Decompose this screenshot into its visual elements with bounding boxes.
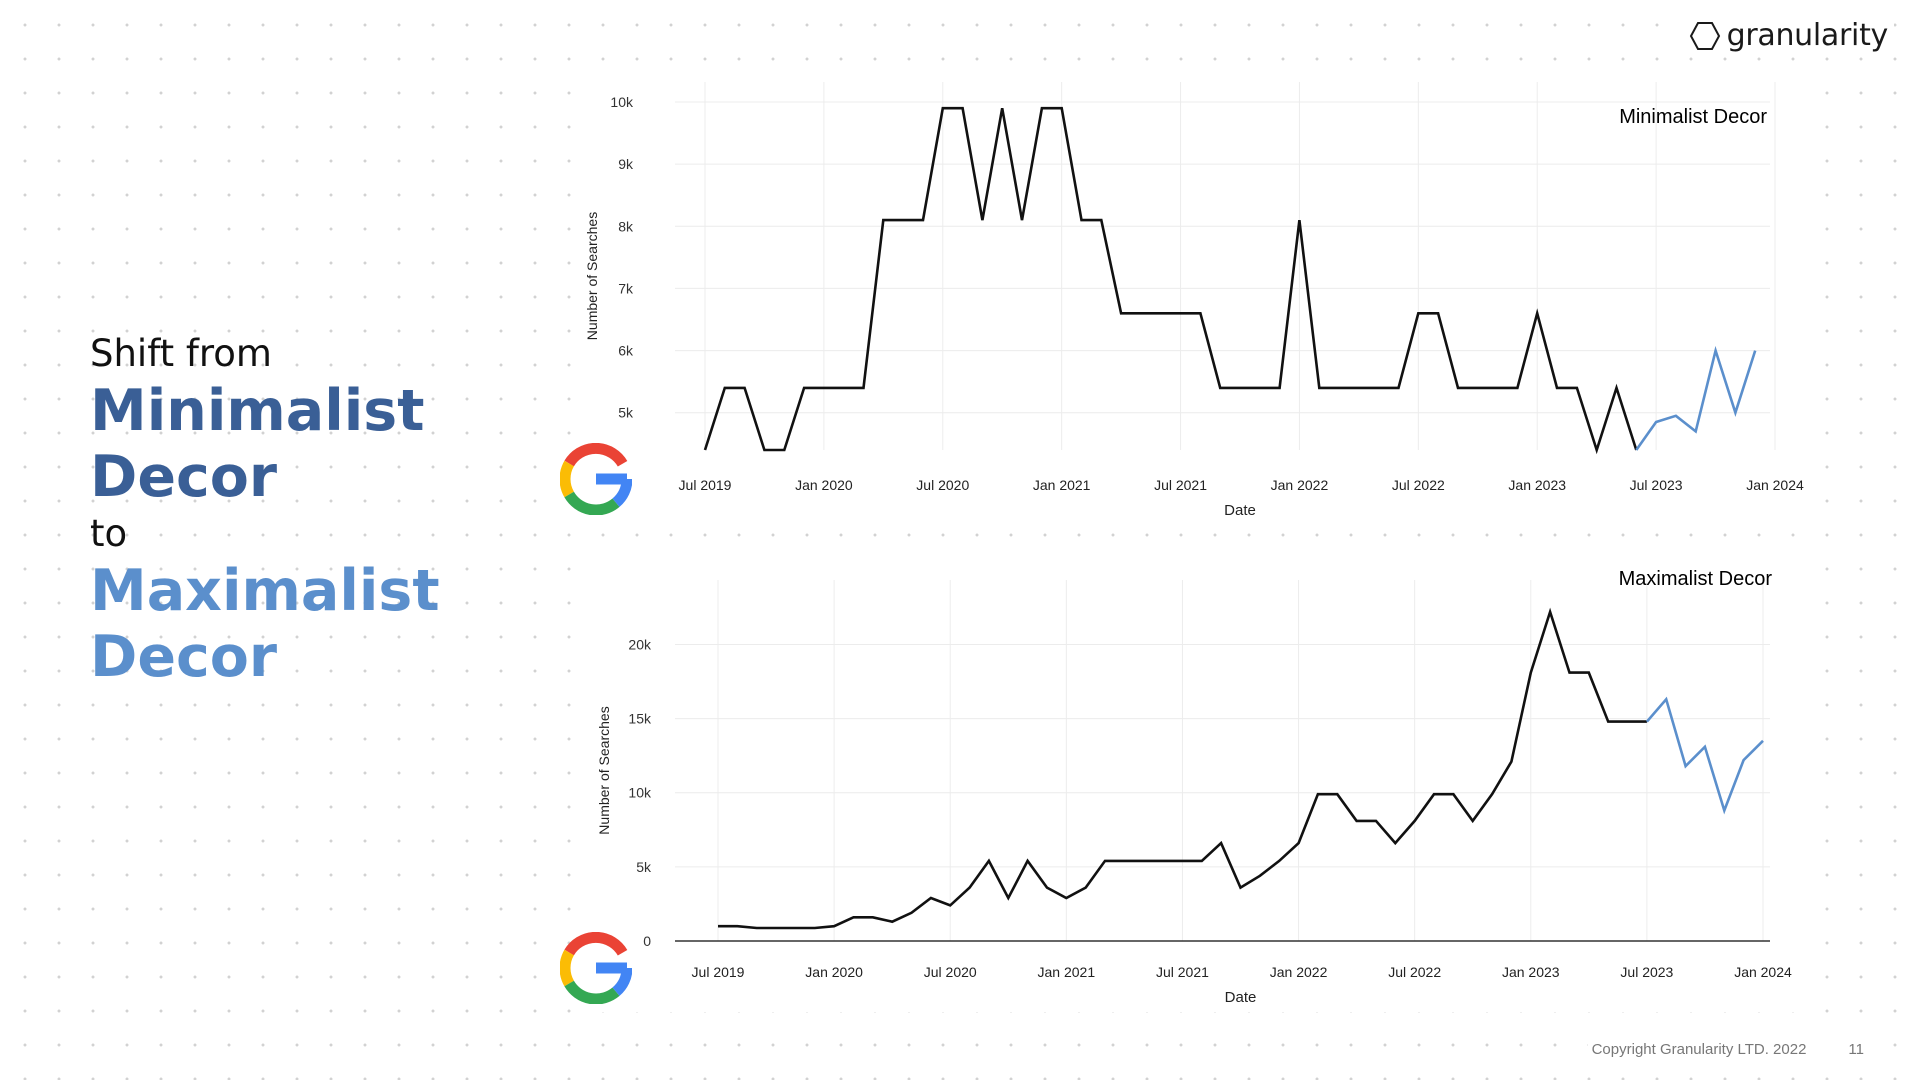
y-tick-label: 9k	[618, 156, 634, 172]
x-tick-label: Jul 2021	[1154, 477, 1207, 493]
series-line-forecast	[1635, 345, 1757, 451]
maximalist-chart-panel: 0 5k 10k 15k 20k Jul 2019 Jan 2020 Jul 2020 Jan …	[585, 540, 1810, 1012]
footer: Copyright Granularity LTD. 2022 11	[1587, 1039, 1868, 1060]
x-tick-label: Jan 2020	[795, 477, 853, 493]
headline-line-5: Maximalist	[90, 558, 440, 624]
y-tick-label: 0	[643, 933, 651, 949]
headline-line-4: to	[90, 512, 128, 555]
x-tick-label: Jul 2019	[692, 964, 745, 980]
maximalist-decor-chart: 0 5k 10k 15k 20k Jul 2019 Jan 2020 Jul 2020 Jan …	[596, 568, 1792, 1006]
minimalist-decor-chart: 5k 6k 7k 8k 9k 10k Jul 2019 Jan 2020 Jul 2020 Jan…	[585, 82, 1804, 519]
x-axis-label: Date	[1225, 989, 1257, 1006]
series-line-actual	[718, 607, 1647, 930]
minimalist-chart-panel: 5k 6k 7k 8k 9k 10k Jul 2019 Jan 2020 Jul 2020 Jan…	[585, 78, 1810, 530]
y-tick-label: 10k	[628, 785, 652, 801]
brand-name: granularity	[1726, 18, 1889, 53]
x-tick-label: Jan 2021	[1033, 477, 1091, 493]
y-tick-label: 8k	[618, 218, 634, 234]
y-tick-label: 5k	[636, 859, 652, 875]
x-tick-label: Jan 2024	[1746, 477, 1804, 493]
x-tick-label: Jul 2019	[679, 477, 732, 493]
y-tick-label: 15k	[628, 711, 652, 727]
x-tick-label: Jan 2023	[1502, 964, 1560, 980]
x-tick-label: Jan 2024	[1734, 964, 1792, 980]
headline-line-2: Minimalist	[90, 378, 425, 444]
x-tick-label: Jul 2022	[1392, 477, 1445, 493]
x-tick-label: Jan 2023	[1508, 477, 1566, 493]
x-tick-label: Jul 2020	[916, 477, 969, 493]
x-axis-label: Date	[1224, 502, 1256, 519]
series-line-forecast	[1645, 696, 1764, 815]
y-tick-label: 10k	[610, 94, 634, 110]
x-tick-label: Jul 2023	[1620, 964, 1673, 980]
y-axis-label: Number of Searches	[585, 212, 600, 340]
y-tick-label: 20k	[628, 636, 652, 652]
x-tick-label: Jan 2022	[1270, 964, 1328, 980]
google-g-icon	[560, 932, 632, 1004]
google-g-icon	[560, 443, 632, 515]
headline-line-6: Decor	[90, 624, 278, 690]
x-tick-label: Jul 2023	[1630, 477, 1683, 493]
brand-logo: granularity	[1682, 16, 1894, 55]
y-tick-label: 7k	[618, 280, 634, 296]
x-tick-label: Jan 2020	[805, 964, 863, 980]
chart-title: Minimalist Decor	[1619, 106, 1767, 128]
hexagon-logo-icon	[1689, 21, 1720, 50]
headline-line-1: Shift from	[90, 332, 272, 375]
x-tick-label: Jul 2021	[1156, 964, 1209, 980]
y-tick-label: 6k	[618, 343, 634, 359]
x-tick-label: Jul 2020	[924, 964, 977, 980]
y-axis-label: Number of Searches	[596, 706, 612, 834]
copyright-text: Copyright Granularity LTD. 2022	[1591, 1041, 1807, 1058]
x-tick-label: Jan 2021	[1038, 964, 1096, 980]
headline-line-3: Decor	[90, 444, 278, 510]
x-tick-label: Jul 2022	[1388, 964, 1441, 980]
page-number: 11	[1848, 1041, 1864, 1058]
chart-title: Maximalist Decor	[1619, 568, 1773, 590]
y-tick-label: 5k	[618, 405, 634, 421]
x-tick-label: Jan 2022	[1271, 477, 1329, 493]
headline: Shift from Minimalist Decor to Maximalis…	[90, 330, 490, 690]
series-line-actual	[703, 106, 1638, 455]
